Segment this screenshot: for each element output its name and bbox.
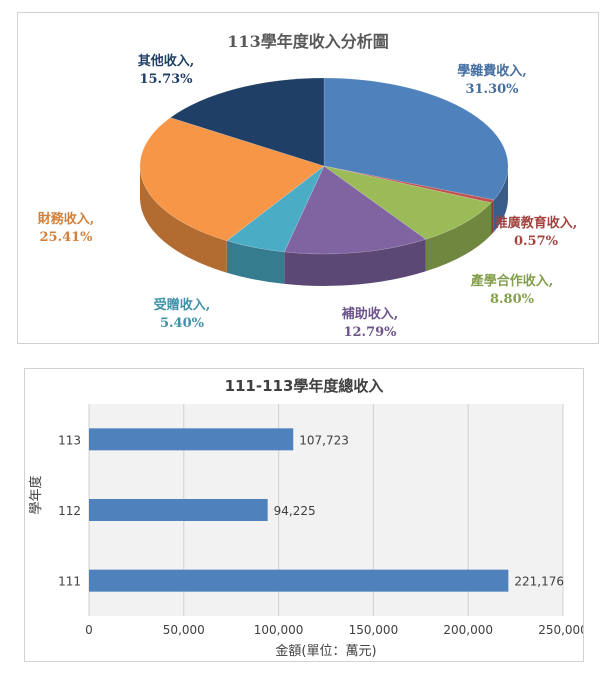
pie-labels-layer: 學雜費收入, 31.30% 推廣教育收入, 0.57% 產學合作收入, 8.80% 補助收入…: [37, 53, 578, 340]
pie-slice-value: 31.30%: [465, 82, 519, 97]
pie-slice: [323, 165, 492, 240]
bar-value-label: 107,723: [299, 433, 349, 447]
x-tick-label: 250,000: [538, 623, 583, 637]
pie-slice-value: 8.80%: [490, 292, 535, 307]
x-tick-label: 50,000: [163, 623, 205, 637]
bar-value-label: 221,176: [514, 575, 564, 589]
pie-slice-label: 推廣教育收入,: [495, 215, 578, 231]
y-tick-label: 112: [58, 504, 81, 518]
pie-slice-value: 15.73%: [139, 72, 193, 87]
pie-slice: [323, 77, 509, 201]
pie-slice-label: 學雜費收入,: [457, 63, 527, 79]
pie-slice-value: 0.57%: [514, 234, 559, 249]
pie-slice-side: [140, 166, 227, 273]
bars-layer: 107,723 94,225 221,176: [89, 428, 564, 592]
pie-slice: [323, 165, 495, 204]
bar: [89, 428, 294, 451]
pie-slice-side: [226, 240, 285, 284]
pie-slice-label: 受贈收入,: [154, 297, 211, 313]
x-tick-label: 100,000: [254, 623, 304, 637]
pie-chart-panel: 113學年度收入分析圖 學雜費收入, 31.30% 推廣教育收入, 0.57% 產學合作…: [17, 12, 599, 344]
pie-slice-label: 補助收入,: [341, 306, 399, 322]
bar-chart-title: 111-113學年度總收入: [225, 377, 384, 395]
pie-slice-value: 5.40%: [160, 316, 205, 331]
pie-slice: [139, 117, 325, 242]
pie-slice-side: [493, 166, 508, 232]
pie-top-layer: [139, 77, 509, 255]
pie-slice-value: 25.41%: [39, 230, 93, 245]
pie-slice-side: [425, 202, 492, 272]
x-tick-label: 200,000: [443, 623, 493, 637]
pie-slice-label: 財務收入,: [37, 211, 95, 227]
bar-value-label: 94,225: [274, 504, 316, 518]
y-tick-label: 113: [58, 433, 81, 447]
x-tick-label: 0: [85, 623, 93, 637]
pie-chart: 113學年度收入分析圖 學雜費收入, 31.30% 推廣教育收入, 0.57% 產學合作…: [37, 32, 578, 340]
y-tick-label: 111: [58, 575, 81, 589]
pie-chart-title: 113學年度收入分析圖: [227, 32, 388, 51]
pie-slice: [283, 165, 427, 255]
pie-slice-side: [491, 199, 494, 235]
bar-chart-panel: 111-113學年度總收入 107,723 94,225 221,176 0 50,0…: [24, 368, 588, 662]
pie-depth-layer: [140, 166, 508, 286]
y-axis-label: 學年度: [28, 475, 44, 514]
pie-slice-value: 12.79%: [343, 325, 397, 340]
x-tick-label: 150,000: [349, 623, 399, 637]
pie-slice-label: 其他收入,: [138, 53, 195, 69]
pie-slice-label: 產學合作收入,: [470, 273, 554, 289]
x-axis-label: 金額(單位：萬元): [275, 643, 376, 659]
bar: [89, 499, 268, 521]
pie-slice-side: [284, 239, 426, 286]
bar: [89, 569, 509, 592]
pie-slice: [226, 165, 325, 253]
pie-slice: [169, 77, 325, 167]
axis-ticks-layer: 0 50,000 100,000 150,000 200,000 250,000 113 11…: [58, 433, 588, 637]
bar-chart: 111-113學年度總收入 107,723 94,225 221,176 0 50,0…: [28, 377, 588, 659]
